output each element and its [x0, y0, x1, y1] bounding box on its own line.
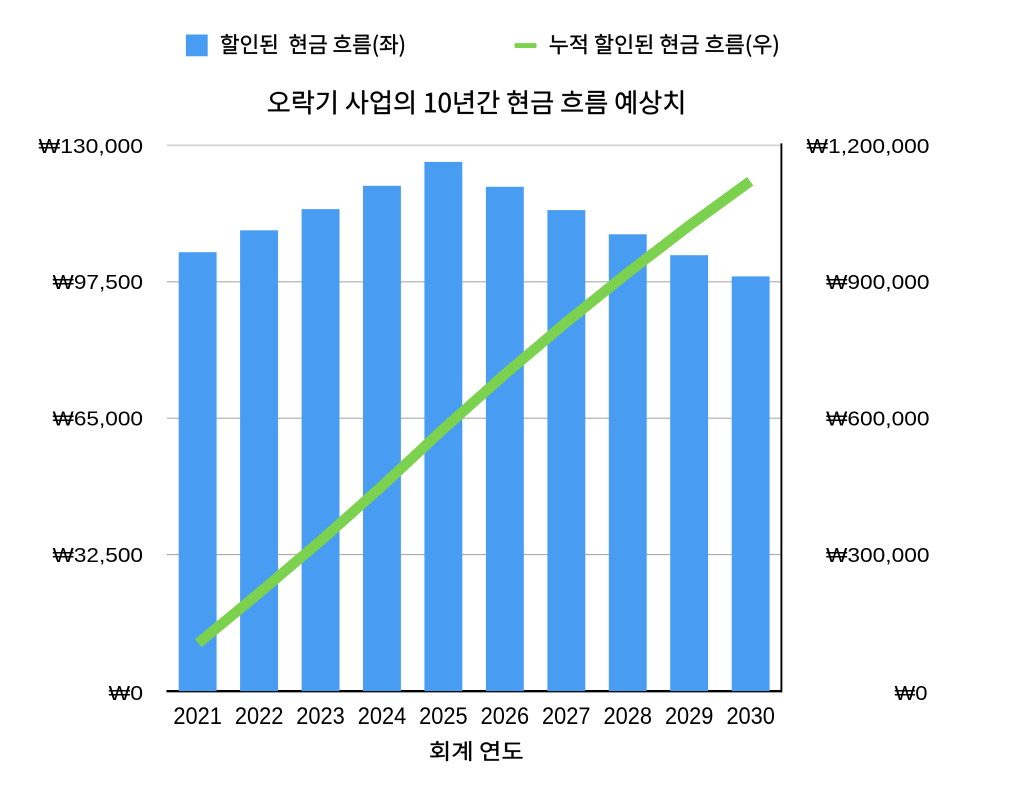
- svg-text:₩1,200,000: ₩1,200,000: [807, 135, 930, 158]
- svg-text:₩300,000: ₩300,000: [826, 544, 930, 567]
- svg-text:2027: 2027: [542, 703, 591, 730]
- svg-text:2029: 2029: [665, 703, 714, 730]
- svg-text:₩0: ₩0: [109, 682, 144, 705]
- svg-text:₩0: ₩0: [895, 682, 928, 705]
- svg-text:2021: 2021: [173, 703, 222, 730]
- svg-text:₩130,000: ₩130,000: [39, 135, 144, 158]
- svg-text:2026: 2026: [481, 703, 530, 730]
- svg-text:₩600,000: ₩600,000: [826, 408, 930, 431]
- svg-text:2022: 2022: [235, 703, 284, 730]
- svg-text:₩65,000: ₩65,000: [53, 408, 144, 431]
- svg-text:₩32,500: ₩32,500: [53, 544, 144, 567]
- svg-text:2028: 2028: [604, 703, 653, 730]
- svg-text:₩900,000: ₩900,000: [826, 271, 930, 294]
- svg-text:2024: 2024: [358, 703, 407, 730]
- svg-text:₩97,500: ₩97,500: [53, 271, 144, 294]
- svg-text:2023: 2023: [296, 703, 345, 730]
- svg-text:2030: 2030: [726, 703, 775, 730]
- svg-text:2025: 2025: [419, 703, 468, 730]
